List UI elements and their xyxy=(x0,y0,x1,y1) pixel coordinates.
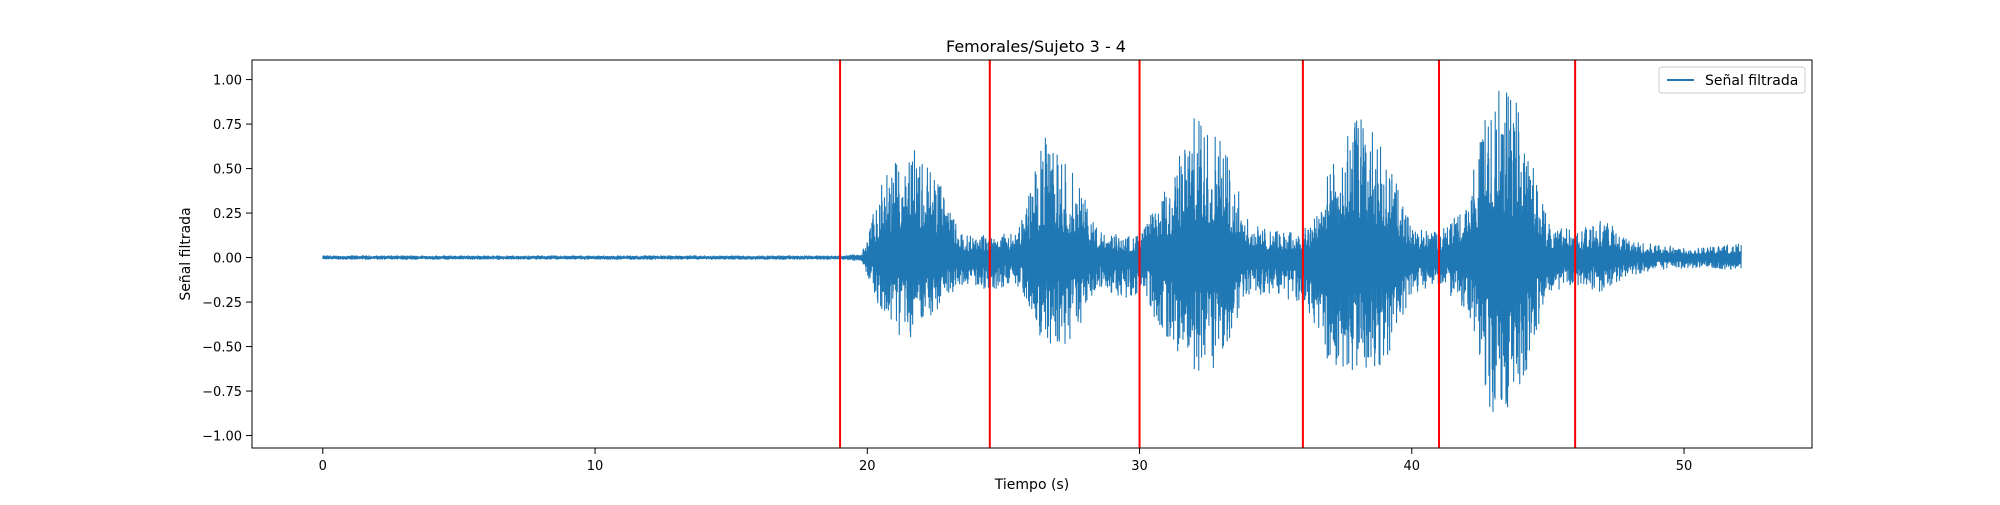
legend-label: Señal filtrada xyxy=(1705,73,1798,89)
y-tick-label: 1.00 xyxy=(213,74,242,89)
y-tick-label: −1.00 xyxy=(202,430,242,445)
plot-frame xyxy=(251,59,1813,449)
y-tick-label: −0.50 xyxy=(202,341,242,356)
vline-layer xyxy=(839,60,1577,448)
y-tick-label: 0.50 xyxy=(213,163,242,178)
y-tick-label: −0.75 xyxy=(202,385,242,400)
x-tick-label: 0 xyxy=(319,459,327,474)
x-tick-label: 40 xyxy=(1404,459,1421,474)
y-axis: 1.00 0.75 0.50 0.25 0.00 −0.25 −0.50 −0.75 −1.00 xyxy=(202,74,252,445)
legend-box xyxy=(1658,66,1806,94)
y-axis-label: Señal filtrada xyxy=(178,207,194,300)
x-tick-label: 20 xyxy=(859,459,876,474)
chart-title: Femorales/Sujeto 3 - 4 xyxy=(946,37,1126,56)
y-tick-label: 0.25 xyxy=(213,207,242,222)
x-tick-label: 30 xyxy=(1131,459,1148,474)
y-tick-label: 0.00 xyxy=(213,252,242,267)
x-axis-label: Tiempo (s) xyxy=(994,477,1069,493)
x-tick-label: 50 xyxy=(1676,459,1693,474)
plot-content xyxy=(322,90,1742,413)
legend: Señal filtrada xyxy=(1658,66,1806,94)
y-tick-label: −0.25 xyxy=(202,296,242,311)
x-axis: 0 10 20 30 40 50 xyxy=(319,448,1693,474)
x-tick-label: 10 xyxy=(587,459,604,474)
series-line-senal-filtrada xyxy=(322,90,1742,413)
y-tick-label: 0.75 xyxy=(213,118,242,133)
